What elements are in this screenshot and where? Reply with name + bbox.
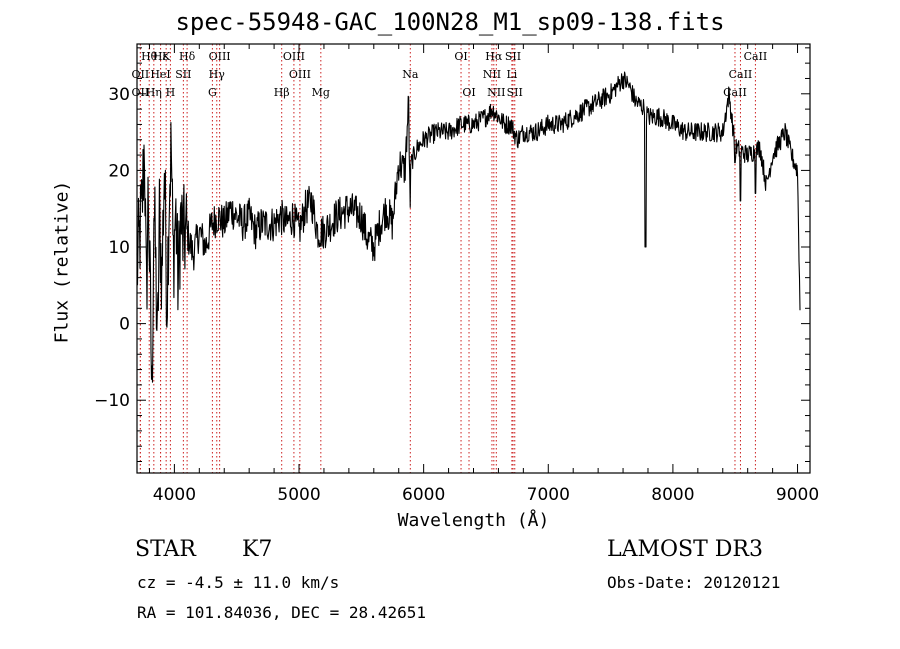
line-label-27: SII — [507, 86, 523, 99]
observation-date: Obs-Date: 20120121 — [607, 573, 781, 592]
y-tick-label--10: −10 — [94, 391, 130, 411]
x-tick-label-5000: 5000 — [277, 485, 320, 505]
chart-title: spec-55948-GAC_100N28_M1_sp09-138.fits — [175, 8, 725, 36]
line-label-15: Na — [402, 68, 419, 81]
line-label-12: SII — [175, 68, 191, 81]
line-label-10: OII — [132, 68, 150, 81]
x-tick-label-4000: 4000 — [153, 485, 196, 505]
line-label-4: OIII — [209, 50, 231, 63]
line-label-13: Hγ — [209, 68, 226, 81]
y-tick-label-20: 20 — [108, 161, 130, 181]
survey-name: LAMOST DR3 — [607, 537, 763, 562]
line-label-9: CaII — [744, 50, 768, 63]
line-label-21: H — [166, 86, 176, 99]
line-label-1: Hε — [153, 50, 169, 63]
y-axis-label: Flux (relative) — [51, 180, 73, 344]
y-tick-label-30: 30 — [108, 85, 130, 105]
line-label-8: SII — [505, 50, 521, 63]
line-label-16: NII — [483, 68, 501, 81]
line-label-3: Hδ — [179, 50, 196, 63]
x-tick-label-9000: 9000 — [776, 485, 819, 505]
line-label-17: Li — [506, 68, 517, 81]
line-label-19: OII — [132, 86, 150, 99]
line-label-5: OIII — [283, 50, 305, 63]
y-tick-label-0: 0 — [119, 315, 130, 335]
line-label-23: Hβ — [274, 86, 290, 99]
line-label-6: OI — [454, 50, 467, 63]
line-label-7: Hα — [485, 50, 503, 63]
redshift-readout: cz = -4.5 ± 11.0 km/s — [137, 573, 340, 592]
sky-coordinates: RA = 101.84036, DEC = 28.42651 — [137, 603, 426, 622]
line-label-28: CaII — [723, 86, 747, 99]
plot-frame — [136, 43, 811, 474]
object-subclass: K7 — [242, 537, 273, 562]
spectrum-line — [136, 71, 801, 383]
line-label-14: OIII — [289, 68, 311, 81]
x-tick-label-7000: 7000 — [527, 485, 570, 505]
x-tick-label-8000: 8000 — [651, 485, 694, 505]
object-class: STAR — [135, 537, 196, 562]
y-tick-label-10: 10 — [108, 238, 130, 258]
x-tick-label-6000: 6000 — [402, 485, 445, 505]
line-label-24: Mg — [312, 86, 330, 99]
line-label-0: Hθ — [141, 50, 158, 63]
x-axis-label: Wavelength (Å) — [397, 510, 550, 531]
line-label-11: HeI — [150, 68, 170, 81]
line-label-22: G — [208, 86, 217, 99]
line-label-26: NII — [487, 86, 505, 99]
line-label-25: OI — [462, 86, 475, 99]
line-label-2: K — [162, 50, 171, 63]
line-label-18: CaII — [729, 68, 753, 81]
line-label-20: Hη — [146, 86, 162, 99]
